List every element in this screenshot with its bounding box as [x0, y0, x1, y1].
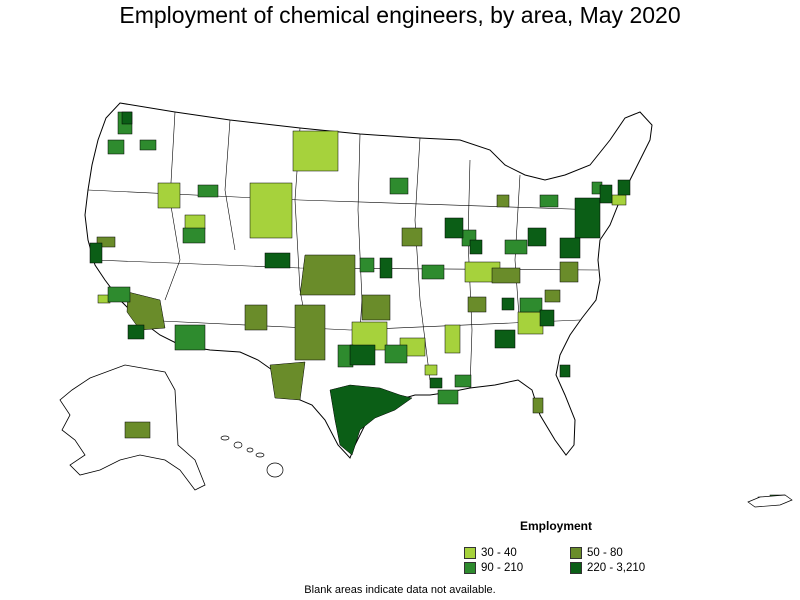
- map-title: Employment of chemical engineers, by are…: [119, 2, 681, 28]
- alaska-area: [124, 421, 151, 439]
- legend-label: 220 - 3,210: [587, 562, 646, 574]
- legend-swatch: [464, 547, 476, 559]
- legend-swatch: [570, 562, 582, 574]
- legend-item-30-40: 30 - 40: [464, 547, 517, 559]
- legend-item-220-3210: 220 - 3,210: [570, 562, 645, 574]
- legend-swatch: [464, 562, 476, 574]
- legend-item-50-80: 50 - 80: [570, 547, 623, 559]
- puerto-rico-outline: [747, 494, 793, 508]
- legend-title: Employment: [520, 519, 593, 533]
- legend-item-90-210: 90 - 210: [464, 562, 523, 574]
- legend-label: 90 - 210: [481, 562, 524, 574]
- legend-swatch: [570, 547, 582, 559]
- contiguous-us-outline: [84, 102, 653, 459]
- hawaii-islands: [220, 435, 284, 478]
- legend-label: 30 - 40: [481, 547, 517, 559]
- legend-label: 50 - 80: [587, 547, 623, 559]
- footnote: Blank areas indicate data not available.: [304, 584, 496, 596]
